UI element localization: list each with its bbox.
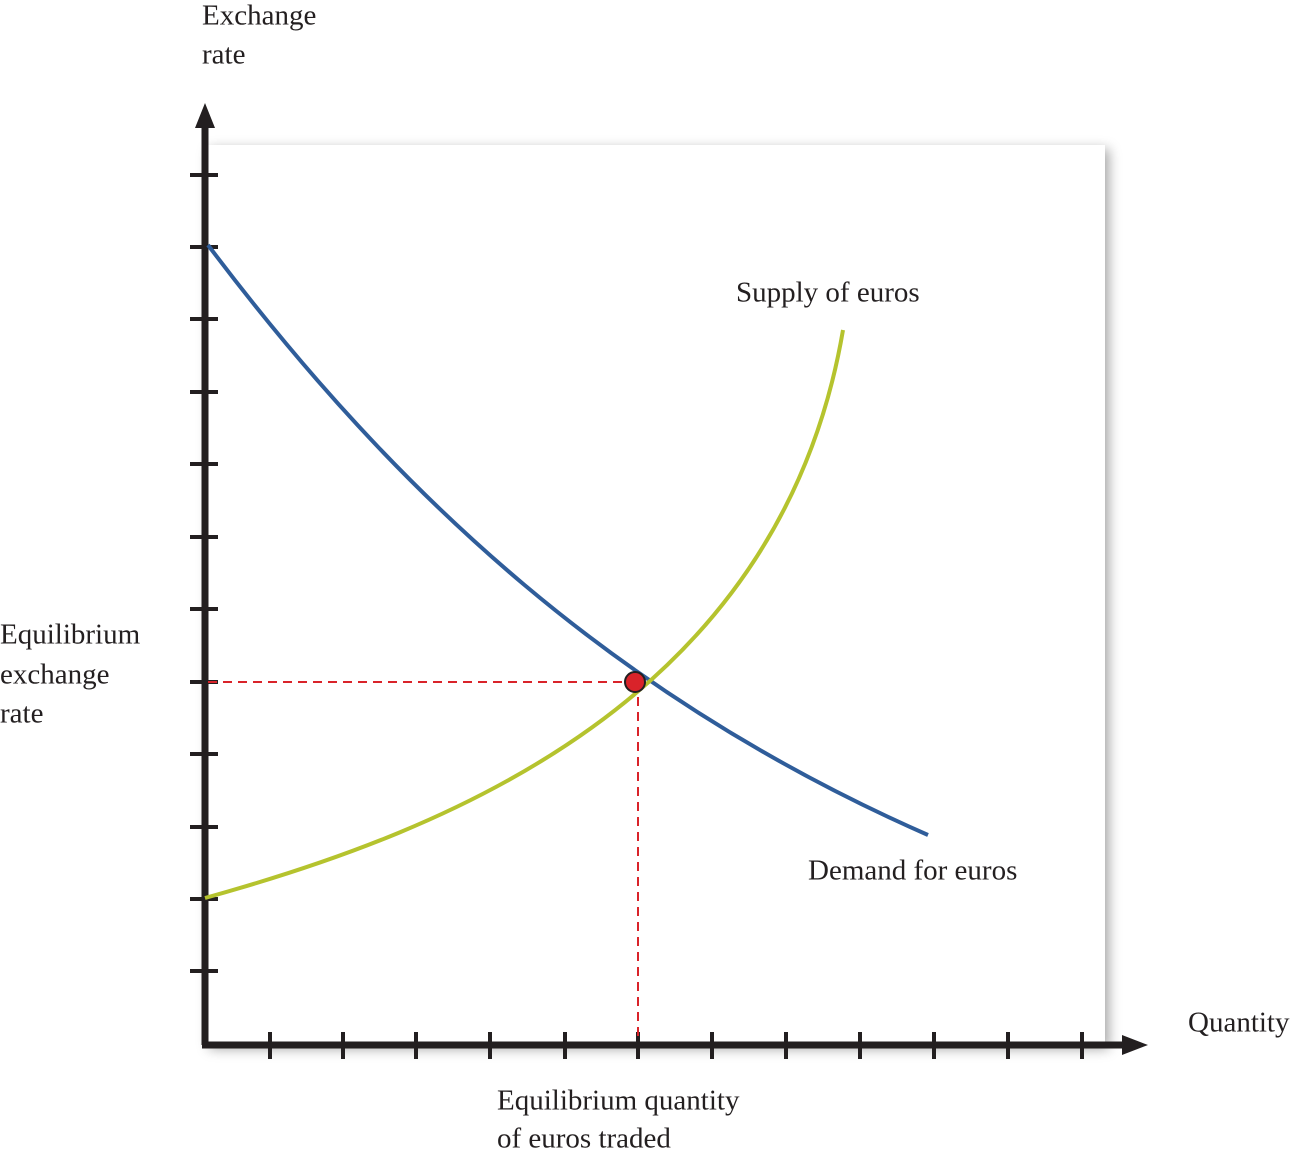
x-ticks — [268, 1032, 1084, 1059]
supply-curve — [204, 329, 845, 900]
demand-curve — [206, 243, 929, 837]
supply-label: Supply of euros — [736, 277, 920, 309]
rate-label: exchange — [0, 659, 110, 691]
x-arrow — [1122, 1035, 1148, 1055]
equilibrium-point — [624, 671, 646, 693]
x-axis-label: Quantity — [1188, 1007, 1290, 1039]
rate-label: rate — [0, 698, 43, 730]
y-ticks — [190, 173, 218, 973]
y-axis-label: Exchange — [202, 0, 316, 32]
quantity-label: Equilibrium quantity — [497, 1085, 740, 1117]
y-axis-label: rate — [202, 39, 245, 71]
quantity-label: of euros traded — [497, 1123, 671, 1155]
y-arrow — [195, 103, 215, 128]
demand-label: Demand for euros — [808, 855, 1017, 887]
plot-area — [205, 145, 1105, 1045]
rate-label: Equilibrium — [0, 619, 141, 651]
